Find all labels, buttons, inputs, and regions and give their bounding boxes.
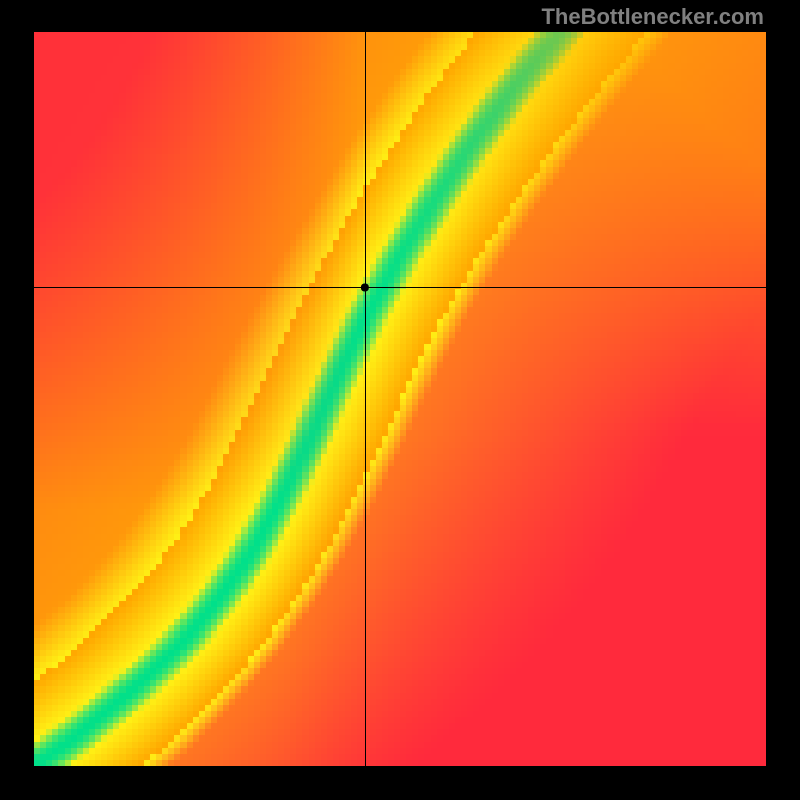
- chart-frame: TheBottlenecker.com: [0, 0, 800, 800]
- bottleneck-heatmap-canvas: [0, 0, 800, 800]
- watermark-text: TheBottlenecker.com: [541, 4, 764, 30]
